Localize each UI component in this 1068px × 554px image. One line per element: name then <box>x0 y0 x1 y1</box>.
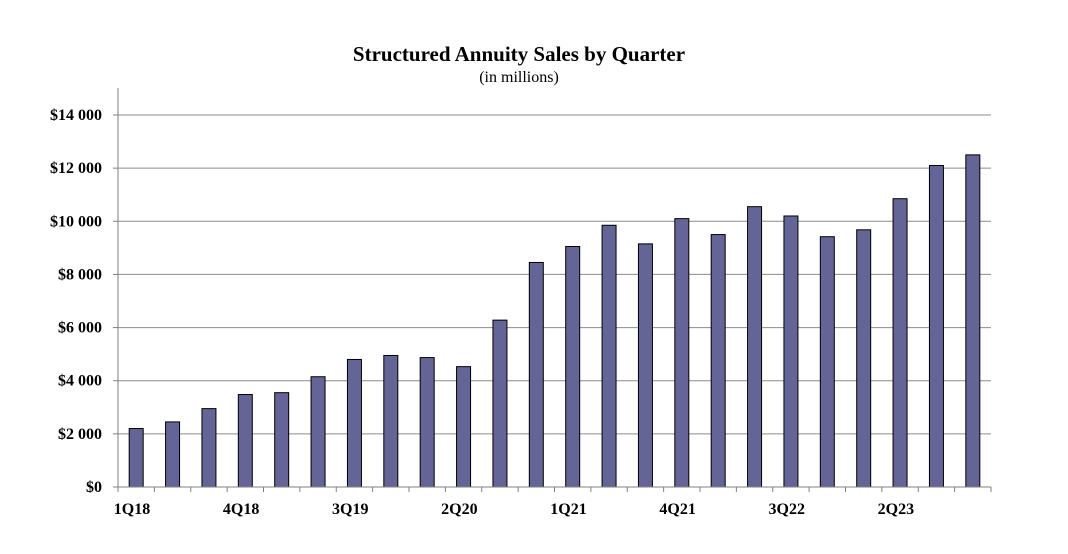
bar-2Q19 <box>310 376 326 488</box>
x-tick-label: 1Q18 <box>114 501 150 518</box>
y-tick-label: $6 000 <box>58 320 102 337</box>
bar-3Q19 <box>346 358 362 488</box>
bar-4Q18 <box>237 394 253 488</box>
y-tick-label: $2 000 <box>58 426 102 443</box>
bar-1Q23 <box>856 229 872 488</box>
bar-2Q18 <box>165 421 181 488</box>
bar-2Q22 <box>747 206 763 488</box>
bar-4Q19 <box>383 354 399 488</box>
x-tick-label: 3Q19 <box>332 501 368 518</box>
bar-3Q22 <box>783 215 799 488</box>
bar-3Q18 <box>201 408 217 488</box>
y-tick-label: $0 <box>86 479 102 496</box>
bar-1Q21 <box>565 246 581 488</box>
bar-4Q22 <box>819 236 835 488</box>
bar-1Q19 <box>274 392 290 488</box>
bar-3Q20 <box>492 319 508 488</box>
bar-3Q21 <box>637 243 653 488</box>
x-tick-label: 1Q21 <box>550 501 586 518</box>
axes <box>113 88 992 492</box>
y-axis-tick-labels: $0 $2 000 $4 000 $6 000 $8 000 $10 000 $12 000… <box>50 107 102 496</box>
x-tick-label: 2Q20 <box>441 501 477 518</box>
bar-2Q20 <box>456 366 472 488</box>
bar-3Q23 <box>928 164 944 488</box>
gridlines <box>118 114 991 435</box>
bar-1Q22 <box>710 234 726 488</box>
bar-2Q21 <box>601 224 617 488</box>
bar-4Q20 <box>528 261 544 488</box>
bar-4Q23 <box>965 154 981 488</box>
y-tick-label: $8 000 <box>58 266 102 283</box>
chart-subtitle: (in millions) <box>479 69 559 86</box>
x-tick-label: 3Q22 <box>769 501 805 518</box>
bar-4Q21 <box>674 218 690 488</box>
chart-title: Structured Annuity Sales by Quarter <box>353 42 685 66</box>
y-tick-label: $10 000 <box>50 213 102 230</box>
bar-1Q20 <box>419 357 435 488</box>
x-tick-label: 4Q18 <box>223 501 259 518</box>
bars <box>128 154 981 488</box>
y-tick-label: $12 000 <box>50 160 102 177</box>
x-tick-label: 2Q23 <box>878 501 914 518</box>
bar-2Q23 <box>892 198 908 488</box>
bar-1Q18 <box>128 428 144 488</box>
y-tick-label: $14 000 <box>50 107 102 124</box>
x-tick-label: 4Q21 <box>659 501 695 518</box>
x-axis-tick-labels: 1Q18 4Q18 3Q19 2Q20 1Q21 4Q21 3Q22 2Q23 <box>114 501 914 518</box>
y-tick-label: $4 000 <box>58 373 102 390</box>
